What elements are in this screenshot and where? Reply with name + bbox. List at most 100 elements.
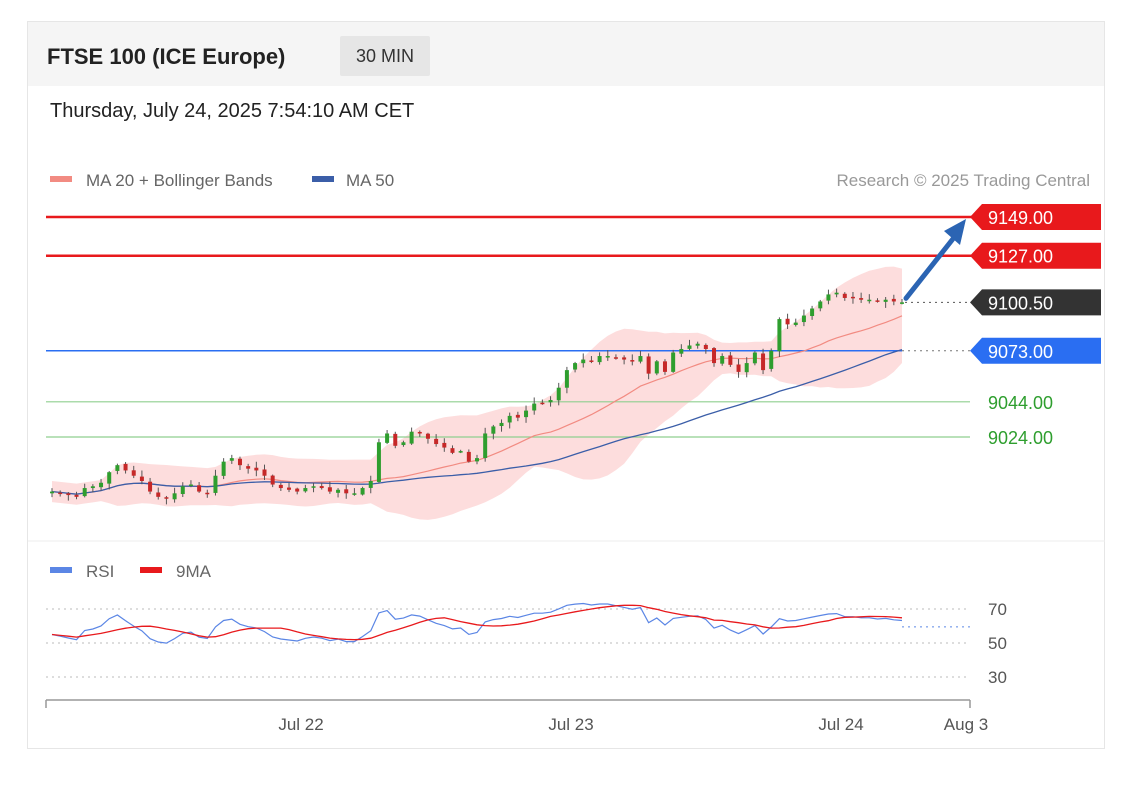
candle-body xyxy=(475,458,479,462)
candle-body xyxy=(491,426,496,434)
candle-body xyxy=(687,345,692,349)
level-label-last: 9100.50 xyxy=(988,293,1053,313)
candle-body xyxy=(499,422,504,427)
candle-body xyxy=(622,357,627,360)
candle-body xyxy=(548,400,553,403)
level-labels: 9149.00 9127.00 9100.50 9073.00 9044.00 9024.… xyxy=(970,204,1101,448)
candle-body xyxy=(900,302,904,304)
timeframe-badge[interactable]: 30 MIN xyxy=(340,36,430,76)
level-label-sup2: 9024.00 xyxy=(988,428,1053,448)
rsi-line xyxy=(51,602,903,644)
ma50-line xyxy=(51,348,903,495)
candle-body xyxy=(262,469,267,476)
candle-body xyxy=(90,486,95,489)
candle-body xyxy=(679,349,684,354)
candle-body xyxy=(287,487,292,490)
candle-body xyxy=(867,299,872,302)
instrument-title: FTSE 100 (ICE Europe) xyxy=(47,44,286,69)
candle-body xyxy=(385,433,390,443)
level-label-pivot: 9073.00 xyxy=(988,342,1053,362)
candle-body xyxy=(311,486,316,488)
candle-body xyxy=(368,481,373,488)
candle-body xyxy=(148,481,153,492)
candle-body xyxy=(810,308,815,316)
candle-body xyxy=(295,488,300,492)
level-tag-res1 xyxy=(970,242,1101,269)
candle-body xyxy=(303,488,308,492)
candle-body xyxy=(164,497,169,499)
candle-body xyxy=(319,486,324,489)
candle-body xyxy=(401,442,406,446)
candle-body xyxy=(327,487,332,492)
x-tick-label-jul23: Jul 23 xyxy=(548,715,593,734)
candle-body xyxy=(891,298,896,302)
bollinger-band-area xyxy=(52,266,902,520)
candle-body xyxy=(859,298,864,300)
ma20-legend-label: MA 20 + Bollinger Bands xyxy=(86,171,273,190)
candle-body xyxy=(425,433,430,439)
candle-body xyxy=(393,433,398,446)
level-tag-pivot xyxy=(970,337,1101,364)
candle-body xyxy=(654,361,659,374)
level-lines xyxy=(46,215,972,438)
candle-body xyxy=(801,315,806,323)
candle-body xyxy=(752,352,757,364)
rsi-tick-label-30: 30 xyxy=(988,668,1007,687)
bollinger-band xyxy=(52,266,902,520)
x-tick-label-jul24: Jul 24 xyxy=(818,715,863,734)
projection-arrow-group xyxy=(903,219,966,301)
candle-body xyxy=(458,451,463,453)
candle-body xyxy=(107,472,112,484)
copyright-text: Research © 2025 Trading Central xyxy=(837,171,1091,190)
candle-body xyxy=(556,387,561,401)
candle-body xyxy=(720,356,725,364)
candle-body xyxy=(237,458,242,466)
candle-body xyxy=(581,359,586,364)
candle-body xyxy=(744,363,749,373)
level-tag-res2 xyxy=(970,204,1101,230)
candle-body xyxy=(524,410,529,418)
candle-body xyxy=(850,296,855,299)
candle-body xyxy=(769,350,774,369)
candle-body xyxy=(515,414,520,418)
candle-body xyxy=(605,356,610,358)
candle-body xyxy=(336,489,341,493)
candle-body xyxy=(483,433,488,459)
candle-body xyxy=(188,484,193,487)
ma50-legend-swatch xyxy=(312,176,334,182)
rsi-tick-label-50: 50 xyxy=(988,634,1007,653)
chart-header: FTSE 100 (ICE Europe) 30 MIN xyxy=(28,22,1104,86)
candle-body xyxy=(409,431,414,444)
candle-body xyxy=(123,463,128,471)
candle-body xyxy=(172,493,177,500)
level-tag-last xyxy=(970,289,1101,316)
candle-body xyxy=(842,293,847,298)
candle-body xyxy=(115,465,120,471)
candle-body xyxy=(564,370,569,388)
candle-body xyxy=(736,364,741,372)
candle-body xyxy=(156,492,161,497)
candle-body xyxy=(712,348,717,364)
candle-body xyxy=(221,461,226,476)
candle-body xyxy=(540,402,545,405)
candle-body xyxy=(434,438,439,445)
candle-body xyxy=(703,344,708,349)
candle-body xyxy=(662,361,667,372)
candle-body xyxy=(229,458,234,461)
candle-body xyxy=(630,360,635,362)
candle-body xyxy=(180,486,185,495)
level-label-res2: 9149.00 xyxy=(988,208,1053,228)
candle-body xyxy=(826,294,831,301)
rsi-9ma-line xyxy=(51,604,903,641)
x-tick-label-aug3: Aug 3 xyxy=(944,715,988,734)
candle-body xyxy=(417,431,422,434)
candle-body xyxy=(99,482,104,488)
projection-arrow-head xyxy=(944,219,966,245)
rsi-legend-swatch xyxy=(50,567,72,573)
rsi-panel: 70 50 30 xyxy=(46,600,1007,687)
chart-card: FTSE 100 (ICE Europe) 30 MIN Thursday, J… xyxy=(27,21,1105,749)
candle-body xyxy=(466,451,471,462)
candle-body xyxy=(246,466,251,469)
x-tick-label-jul22: Jul 22 xyxy=(278,715,323,734)
